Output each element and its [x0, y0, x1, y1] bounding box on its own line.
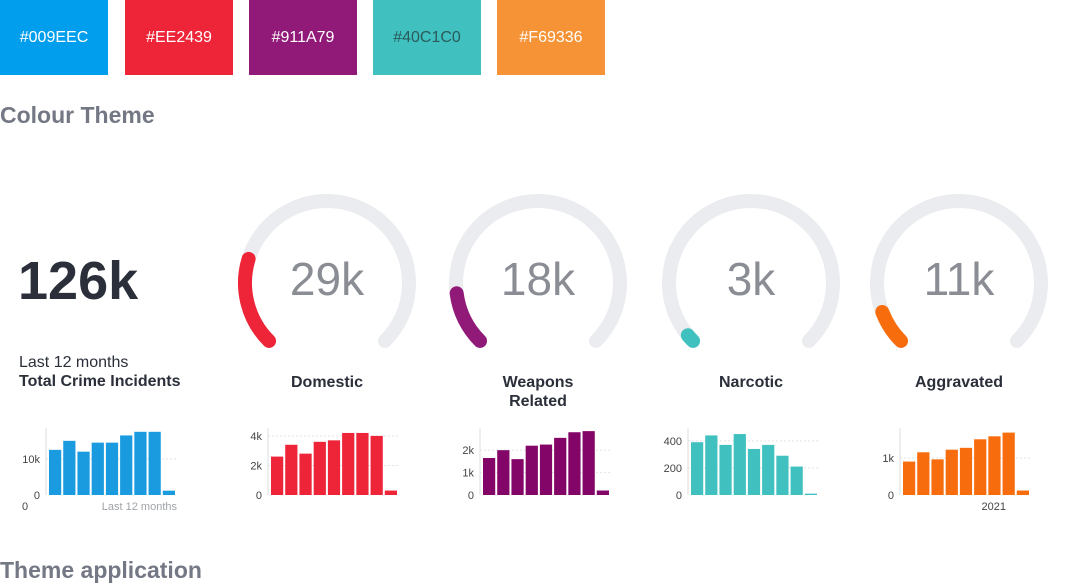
mini-chart-weapons: 0 1k 2k — [462, 428, 612, 502]
gauge-weapons: 18k — [443, 190, 633, 370]
bar — [1002, 432, 1015, 495]
bar — [299, 453, 312, 495]
gauge-label: Aggravated — [914, 374, 1004, 391]
bar — [134, 431, 147, 495]
mini-chart-aggravated: 0 1k 2021 — [882, 428, 1032, 513]
bar — [483, 458, 496, 495]
mini-chart-narcotic: 0 200 400 — [664, 428, 820, 502]
y-tick-label: 1k — [882, 453, 894, 465]
x-axis-start-label: 0 — [22, 501, 28, 513]
gauge-value: 3k — [726, 253, 776, 305]
y-tick-label: 2k — [462, 445, 474, 457]
gauge-fill — [449, 286, 488, 348]
bar — [120, 435, 133, 495]
gauge-fill — [238, 251, 277, 348]
gauge-fill — [875, 304, 909, 348]
bar — [582, 431, 595, 495]
gauge-value: 18k — [500, 253, 576, 305]
mini-chart-total: 0 10k 0 Last 12 months — [22, 428, 178, 513]
bar — [903, 461, 916, 495]
bar — [313, 441, 326, 495]
bar — [691, 442, 704, 495]
y-tick-label: 0 — [34, 490, 40, 502]
bar — [285, 444, 298, 495]
y-tick-label: 10k — [22, 454, 40, 466]
y-tick-label: 2k — [250, 460, 262, 472]
bar — [747, 448, 761, 495]
y-tick-label: 0 — [256, 490, 262, 502]
color-swatch: #009EEC — [0, 0, 108, 75]
colour-theme-heading: Colour Theme — [0, 102, 155, 128]
bar — [974, 439, 987, 495]
gauge-fill — [680, 328, 701, 348]
theme-application-heading: Theme application — [0, 557, 202, 583]
bar — [77, 451, 90, 495]
mini-chart-domestic: 0 2k 4k — [250, 428, 400, 502]
color-swatch: #EE2439 — [125, 0, 233, 75]
bar — [705, 435, 718, 495]
bar — [568, 432, 581, 495]
x-axis-label: 2021 — [982, 501, 1006, 513]
bar — [271, 456, 284, 495]
y-tick-label: 4k — [250, 431, 262, 443]
color-swatch: #911A79 — [249, 0, 357, 75]
bar — [511, 459, 524, 495]
bar — [733, 434, 746, 495]
x-axis-label: Last 12 months — [102, 501, 178, 513]
gauge-value: 29k — [289, 253, 365, 305]
bar — [988, 436, 1001, 495]
bar — [539, 444, 553, 495]
gauge-label: Domestic — [290, 374, 364, 391]
y-tick-label: 0 — [468, 490, 474, 502]
bar — [370, 435, 383, 495]
gauge-aggravated: 11k — [864, 190, 1054, 370]
color-swatch: #F69336 — [497, 0, 605, 75]
bar — [596, 490, 609, 495]
gauge-domestic: 29k — [232, 190, 422, 370]
bar — [917, 452, 930, 495]
bar — [931, 459, 944, 495]
gauge-track — [662, 194, 840, 348]
bar — [327, 440, 341, 495]
bar — [554, 437, 567, 495]
bar — [63, 440, 76, 495]
y-tick-label: 400 — [664, 436, 682, 448]
gauge-narcotic: 3k — [656, 190, 846, 370]
y-tick-label: 1k — [462, 468, 474, 480]
bar — [356, 432, 369, 495]
bar — [105, 442, 119, 495]
y-tick-label: 0 — [676, 490, 682, 502]
bar — [384, 490, 397, 495]
gauge-label: Narcotic — [718, 374, 784, 391]
y-tick-label: 0 — [888, 490, 894, 502]
gauge-label: Weapons Related — [502, 374, 574, 410]
y-tick-label: 200 — [664, 463, 682, 475]
bar — [804, 493, 817, 495]
bar — [162, 490, 175, 495]
bar — [790, 466, 803, 495]
gauge-track — [870, 194, 1048, 348]
bar — [91, 442, 104, 495]
gauge-value: 11k — [923, 253, 995, 305]
bar — [959, 447, 973, 495]
bar — [719, 444, 732, 495]
color-swatch: #40C1C0 — [373, 0, 481, 75]
total-incidents-value: 126k — [18, 251, 139, 311]
bar — [525, 445, 538, 495]
bar — [49, 449, 62, 495]
bar — [762, 444, 775, 495]
bar — [945, 449, 958, 495]
bar — [497, 450, 510, 495]
bar — [776, 455, 789, 495]
bar — [1016, 490, 1029, 495]
bar — [148, 431, 161, 495]
bar — [342, 432, 355, 495]
period-label: Last 12 months — [19, 354, 129, 371]
total-incidents-label: Total Crime Incidents — [19, 373, 181, 390]
